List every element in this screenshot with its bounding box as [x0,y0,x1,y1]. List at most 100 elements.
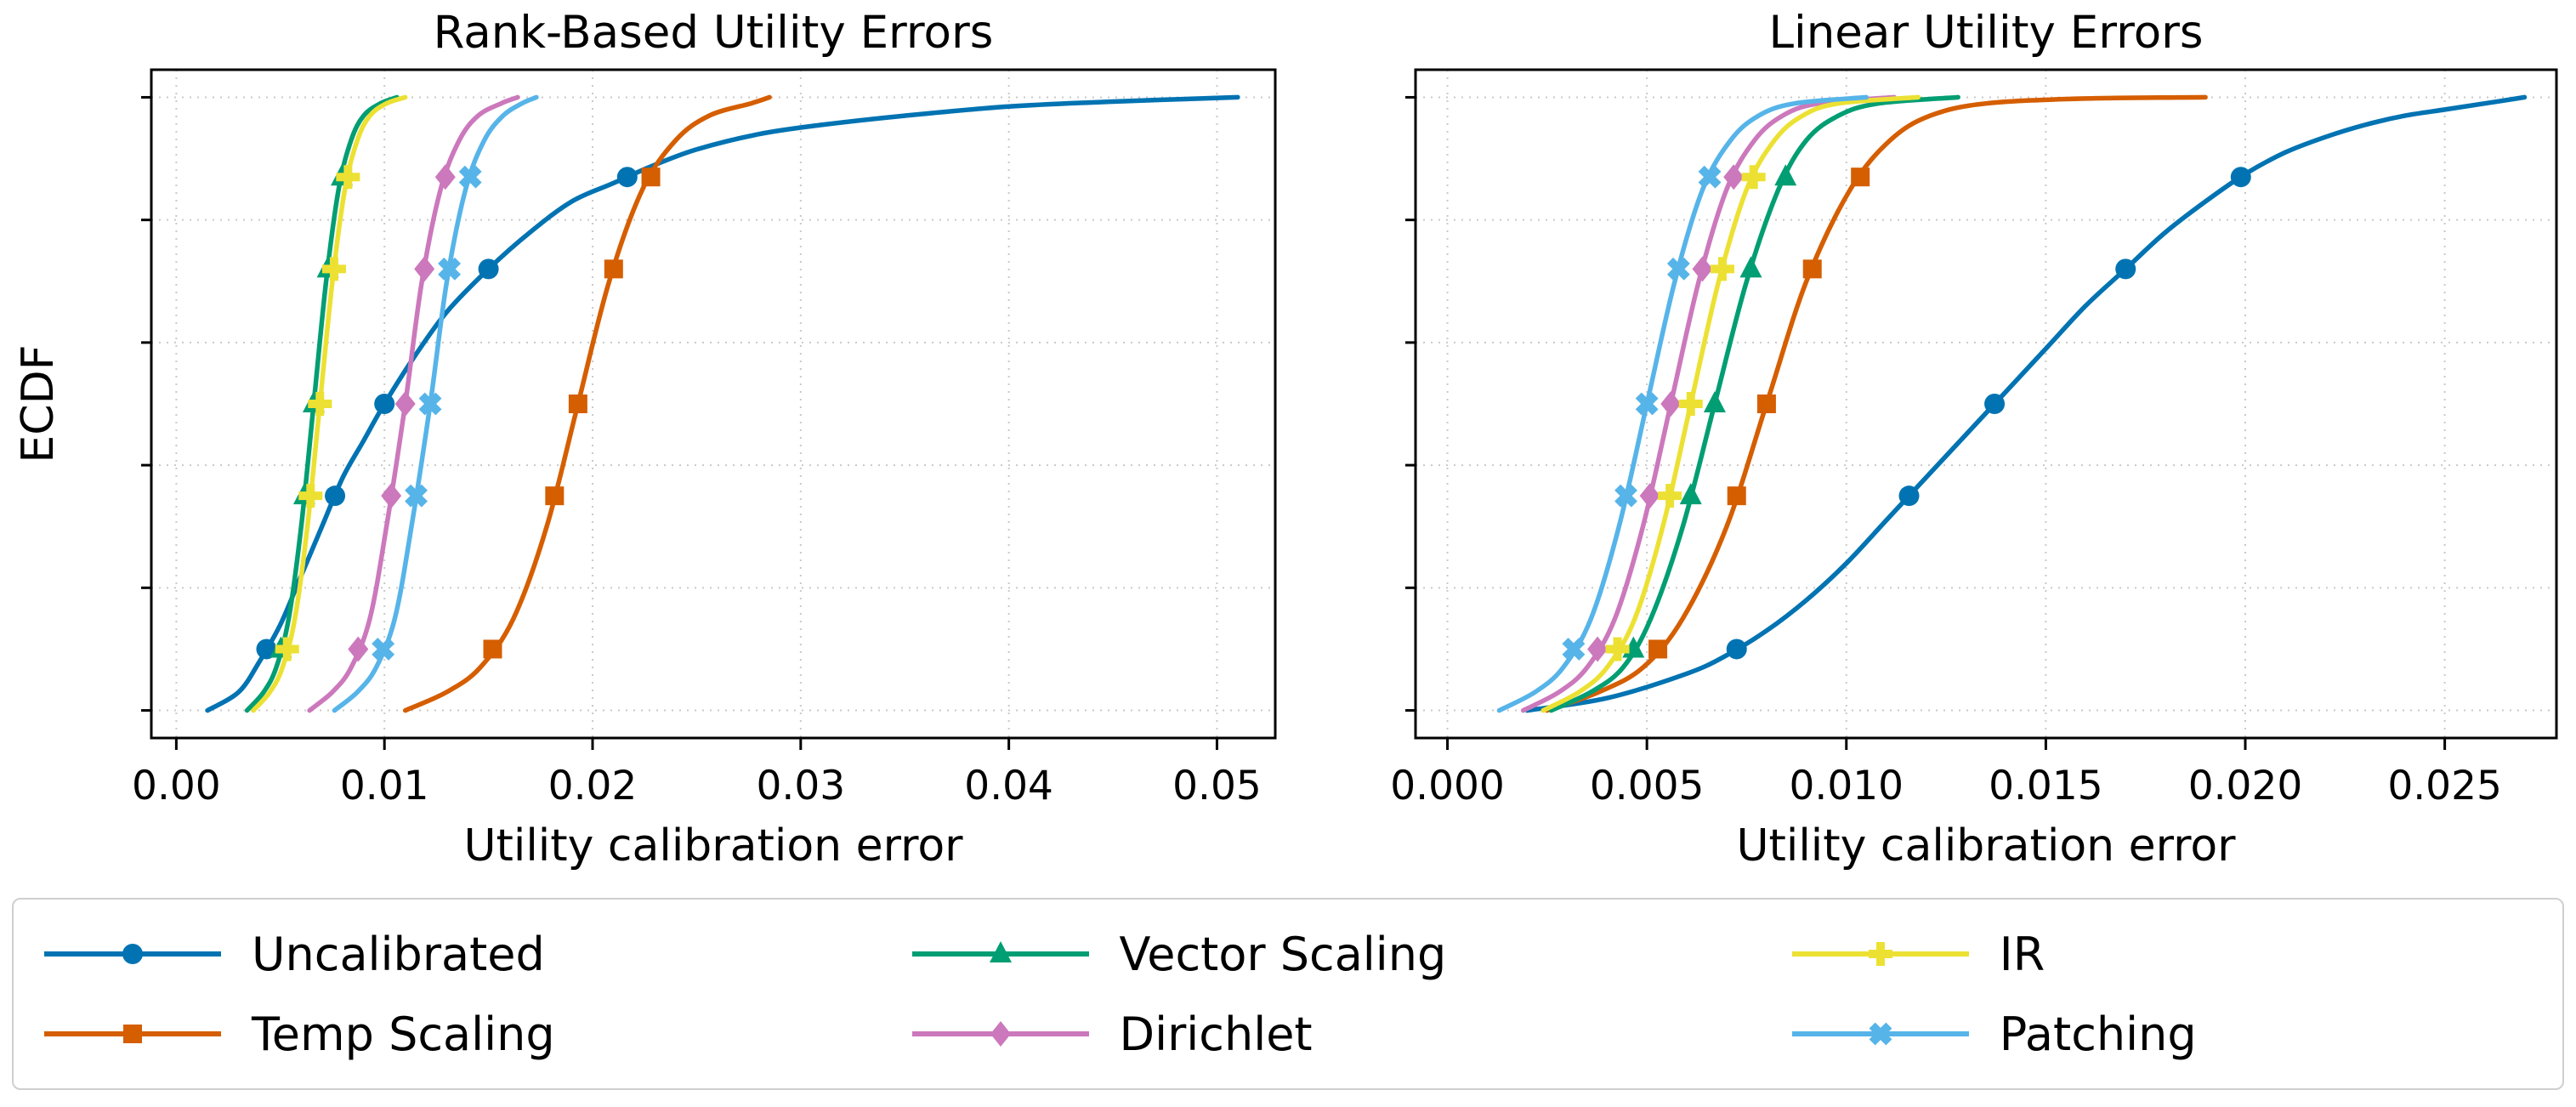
series-marker-vector-scaling [1739,256,1762,278]
series-marker-patching [438,257,462,281]
series-line-ir [1540,94,1921,713]
legend-item-vector-scaling: Vector Scaling [907,928,1787,981]
series-marker-dirichlet [1639,483,1660,509]
series-marker-dirichlet [1723,164,1745,190]
series-marker-uncalibrated [256,639,277,660]
legend-label: IR [1999,927,2045,981]
series-marker-dirichlet [1692,256,1713,282]
chart-title: Rank-Based Utility Errors [434,7,994,59]
series-marker-dirichlet [394,391,416,417]
series-marker-temp-scaling [1802,259,1822,279]
series-marker-dirichlet [1660,391,1682,417]
legend-item-temp-scaling: Temp Scaling [39,1007,907,1061]
x-tick-label: 0.02 [548,763,638,809]
series-marker-patching [372,638,395,661]
plot-border [1414,68,2558,740]
series-line-vector-scaling [244,94,400,713]
series-marker-ir [1605,637,1630,661]
x-tick-label: 0.00 [132,763,221,809]
plot-border [150,68,1277,740]
series-marker-ir [298,484,323,508]
series-marker-patching [1614,484,1637,508]
series-marker-dirichlet [414,256,435,282]
legend-item-patching: Patching [1787,1008,2554,1061]
legend-item-dirichlet: Dirichlet [907,1007,1787,1061]
series-marker-temp-scaling [604,259,623,279]
x-tick-label: 0.020 [2188,763,2303,809]
legend-sample-ir [1791,942,1969,966]
series-marker-ir [1741,165,1766,190]
series-line-patching [332,94,539,713]
legend-column-1: Uncalibrated Temp Scaling [39,927,907,1061]
series-line-temp-scaling [402,94,772,713]
legend-marker-diamond-icon [990,1021,1011,1047]
series-marker-ir [1678,392,1703,416]
series-marker-dirichlet [434,164,456,190]
series-line-vector-scaling [1548,94,1960,713]
legend-column-3: IR Patching [1787,927,2554,1061]
legend-label: Uncalibrated [252,927,545,981]
y-axis-label: ECDF [13,344,64,463]
series-marker-dirichlet [348,636,369,662]
series-marker-ir [275,637,299,661]
series-marker-uncalibrated [478,258,499,280]
series-marker-temp-scaling [1851,167,1870,187]
series-marker-ir [308,392,332,416]
legend-marker-square-icon [123,1025,142,1043]
legend-label: Dirichlet [1119,1007,1313,1061]
legend-sample-uncalibrated [44,944,221,964]
series-line-uncalibrated [205,94,1240,713]
series-marker-uncalibrated [325,485,346,507]
series-line-dirichlet [307,94,520,713]
x-tick-label: 0.010 [1789,763,1904,809]
series-marker-vector-scaling [1774,164,1797,186]
legend-item-ir: IR [1787,927,2554,981]
x-tick-label: 0.000 [1390,763,1505,809]
ecdf-chart-rank-based: 0.00 0.01 0.02 0.03 0.04 0.05 Rank-Based Utili… [13,7,1277,871]
series-marker-dirichlet [1587,636,1609,662]
series-marker-ir [336,165,360,190]
x-tick-label: 0.005 [1590,763,1705,809]
series-marker-uncalibrated [2115,258,2136,280]
series-marker-temp-scaling [483,639,502,659]
series-marker-patching [1562,638,1586,661]
series-marker-temp-scaling [641,167,661,187]
series-marker-uncalibrated [616,167,638,188]
series-marker-ir [321,257,346,281]
x-axis-label: Utility calibration error [1736,820,2236,871]
legend-label: Temp Scaling [252,1007,555,1061]
legend: Uncalibrated Temp Scaling Vector Scaling Di… [12,898,2564,1090]
series-marker-patching [418,392,442,416]
series-marker-patching [405,484,428,508]
series-marker-vector-scaling [1679,483,1702,505]
series-marker-temp-scaling [1727,486,1746,506]
series-marker-temp-scaling [1648,639,1668,659]
series-marker-uncalibrated [2230,167,2251,188]
series-marker-temp-scaling [1756,395,1776,413]
series-line-ir [251,94,408,713]
legend-sample-dirichlet [911,1021,1089,1047]
series-marker-uncalibrated [1726,639,1747,660]
legend-marker-plus-icon [1868,942,1892,966]
series-marker-uncalibrated [374,394,395,414]
legend-column-2: Vector Scaling Dirichlet [907,928,1787,1061]
series-marker-uncalibrated [1984,394,2006,414]
x-axis-label: Utility calibration error [463,820,963,871]
series-marker-patching [1698,165,1722,189]
series-marker-temp-scaling [545,486,565,506]
series-marker-dirichlet [381,483,402,509]
legend-marker-triangle-icon [989,941,1012,962]
chart-title: Linear Utility Errors [1768,7,2203,59]
legend-item-uncalibrated: Uncalibrated [39,927,907,981]
x-tick-label: 0.015 [1989,763,2103,809]
series-line-uncalibrated [1524,94,2528,713]
legend-sample-patching [1791,1022,1969,1046]
series-marker-patching [458,165,482,189]
series-line-patching [1496,94,1869,713]
legend-sample-vector-scaling [911,941,1089,962]
legend-sample-temp-scaling [44,1025,221,1043]
x-tick-label: 0.04 [964,763,1053,809]
series-marker-patching [1635,392,1659,416]
series-marker-ir [1658,484,1682,508]
